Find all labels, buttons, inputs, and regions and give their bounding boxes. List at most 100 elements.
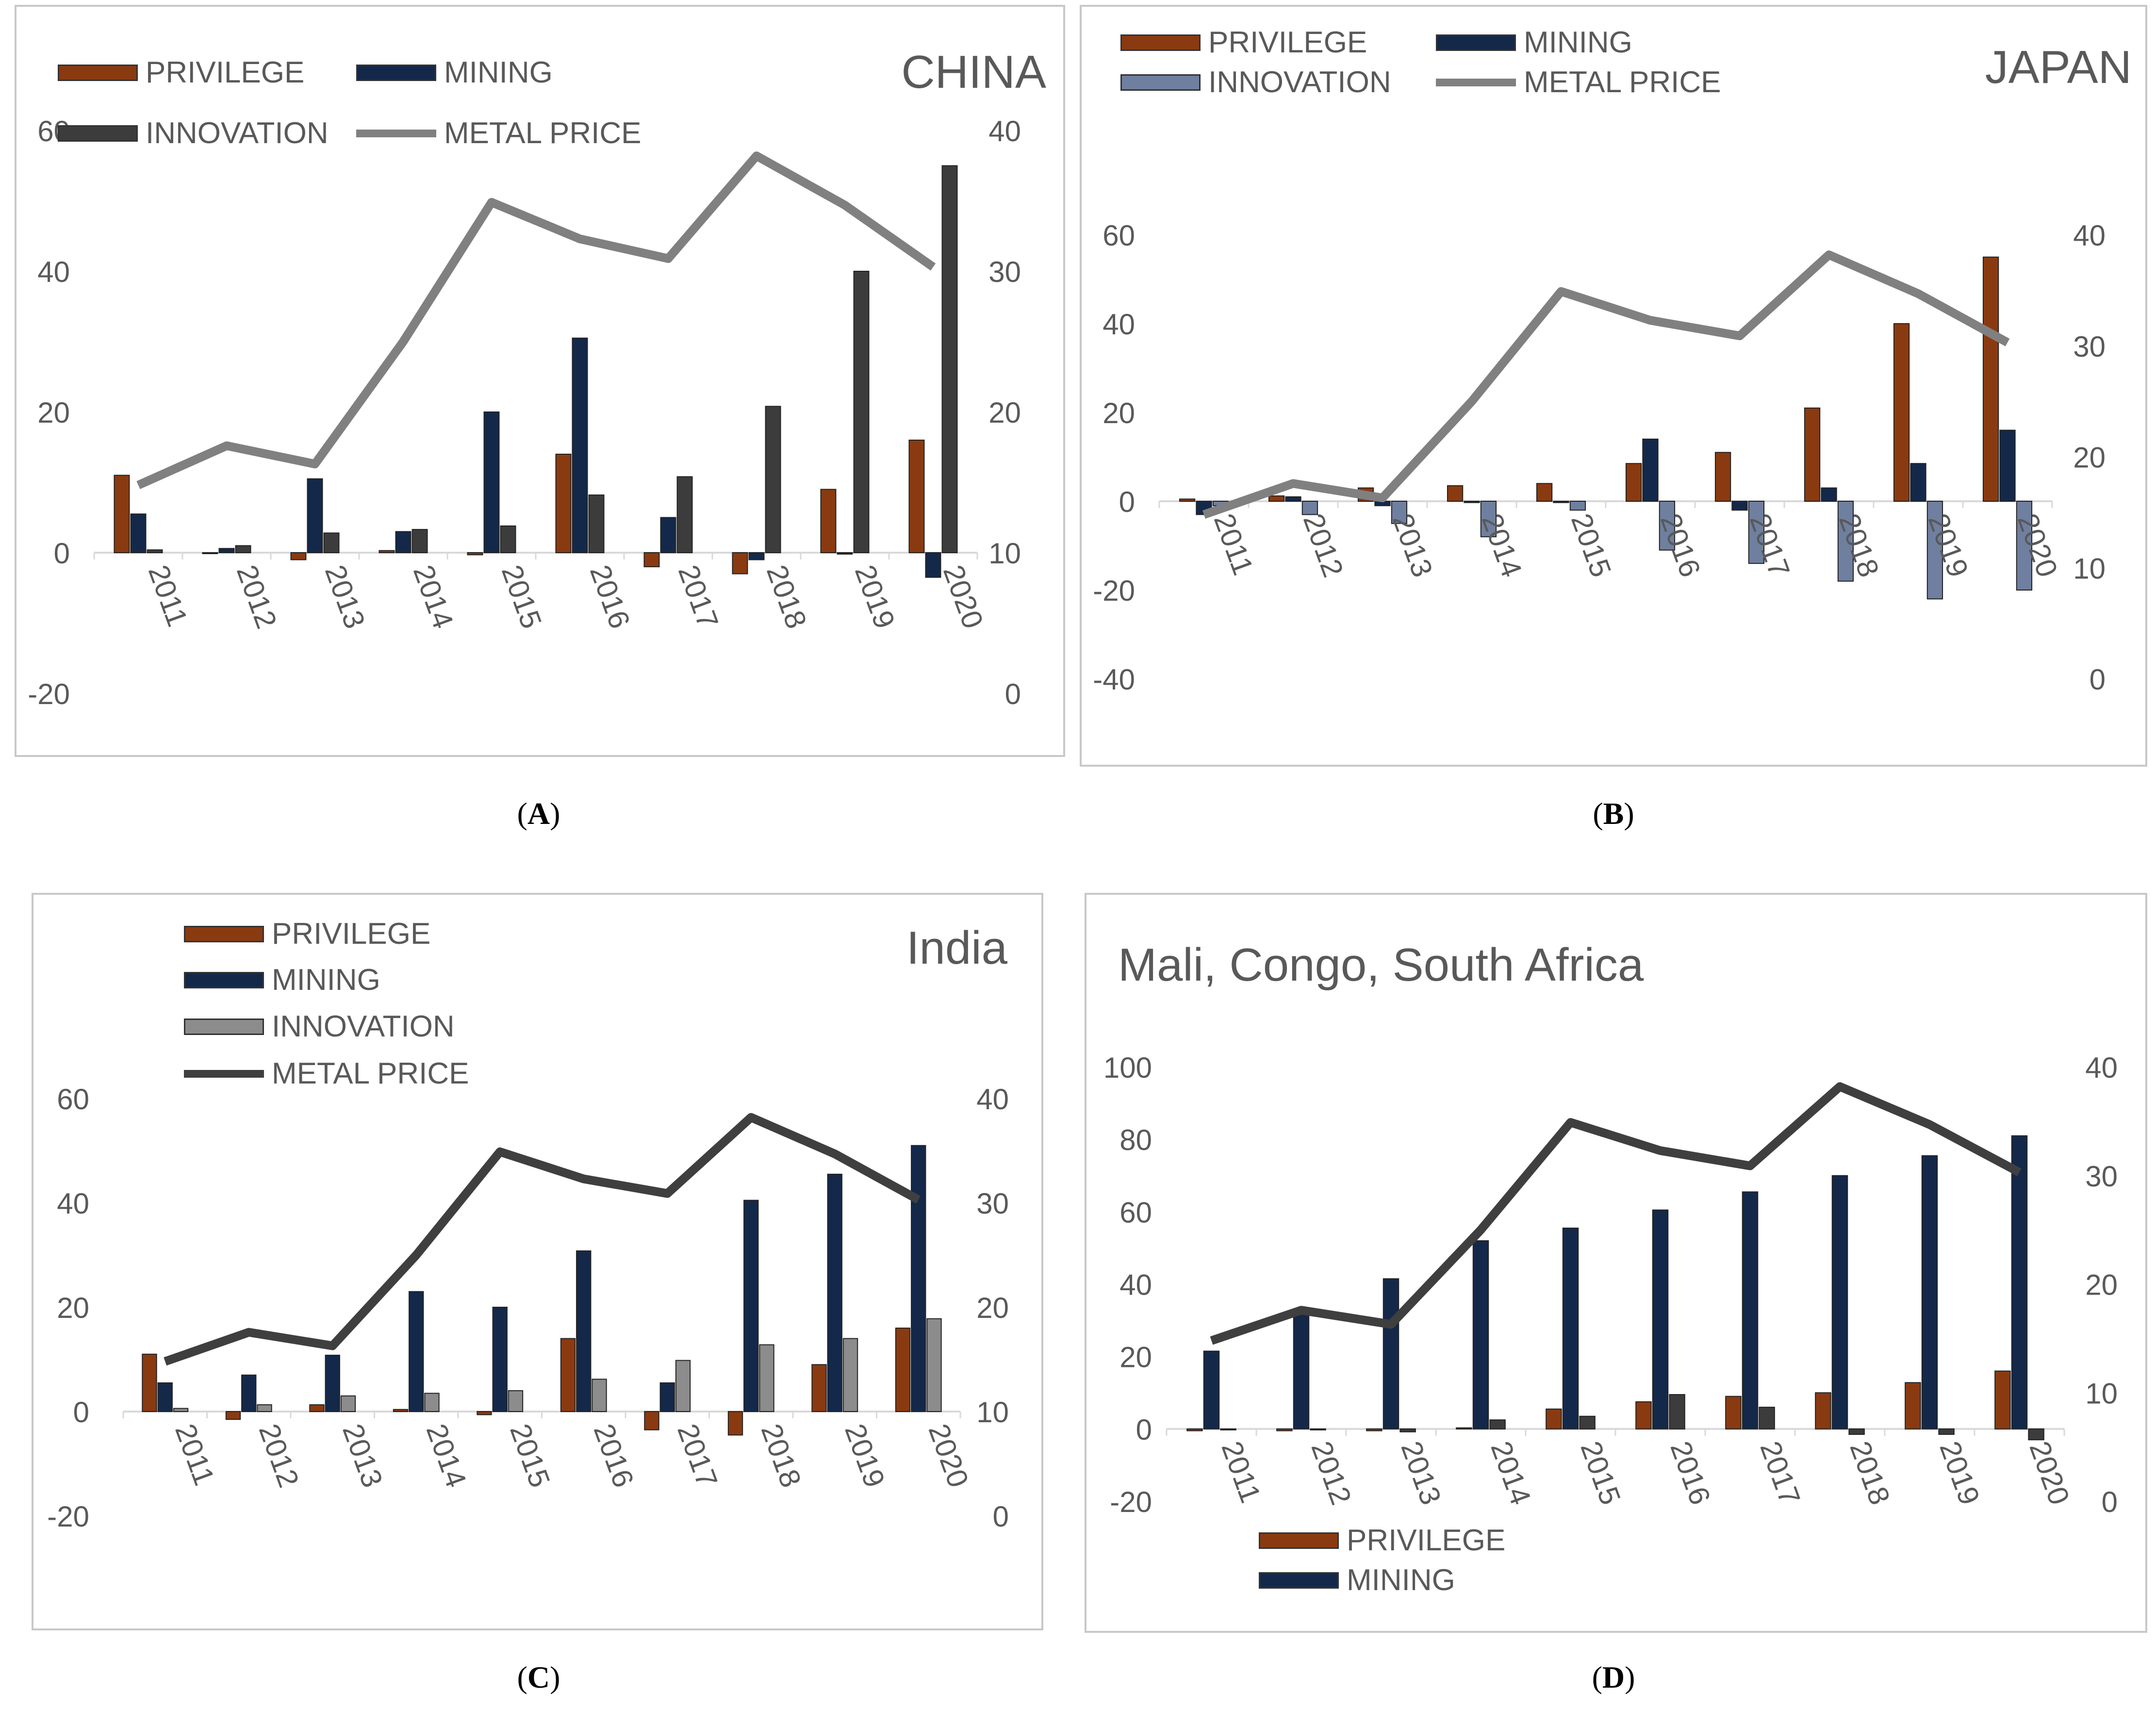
- bar-innovation: [340, 1395, 356, 1412]
- y2-tick-label: 10: [976, 1396, 1009, 1429]
- bar-innovation: [508, 1390, 524, 1412]
- chart-title: India: [906, 922, 1007, 974]
- y-tick-label: 60: [1119, 1196, 1152, 1229]
- bar-mining: [325, 1354, 340, 1413]
- bar-mining: [1910, 463, 1926, 502]
- bar-innovation: [1938, 1428, 1955, 1435]
- metal-price-line: [136, 151, 936, 490]
- panel-japan: -40 -20 0 20 40 60 0 10 20 30 40 2011 2012 2013 2014 20…: [1080, 5, 2147, 767]
- y2-tick-label: 0: [1005, 678, 1021, 710]
- bar-innovation: [941, 165, 958, 553]
- legend-metal-price: METAL PRICE: [184, 1056, 469, 1091]
- bar-innovation: [1399, 1428, 1416, 1432]
- y2-tick-label: 0: [2090, 663, 2106, 696]
- y-tick-label: -20: [1110, 1486, 1152, 1518]
- x-tick-label: 2020: [937, 561, 990, 633]
- bar-mining: [1293, 1313, 1310, 1430]
- x-tick-label: 2013: [1386, 509, 1439, 581]
- bar-innovation: [424, 1393, 440, 1412]
- x-tick-label: 2015: [1574, 1437, 1627, 1509]
- x-tick-label: 2015: [504, 1420, 557, 1492]
- bar-privilege: [560, 1338, 576, 1412]
- x-tick-label: 2017: [671, 1420, 724, 1492]
- caption-d: (D): [1592, 1660, 1635, 1694]
- bar-privilege: [290, 552, 307, 560]
- y2-tick-label: 30: [2085, 1160, 2118, 1193]
- bar-innovation: [500, 525, 516, 554]
- y-tick-label: 0: [73, 1396, 89, 1429]
- bar-innovation: [765, 406, 781, 554]
- y-tick-label: 0: [1136, 1413, 1152, 1446]
- bar-privilege: [1186, 1428, 1203, 1431]
- bar-mining: [837, 552, 853, 555]
- bar-innovation: [1569, 501, 1586, 511]
- bar-mining: [492, 1307, 508, 1412]
- bar-innovation: [675, 1360, 691, 1413]
- legend-privilege: PRIVILEGE: [1259, 1523, 1505, 1558]
- y2-tick-label: 0: [2102, 1486, 2118, 1518]
- x-tick-label: 2018: [1843, 1437, 1896, 1509]
- bar-mining: [748, 552, 765, 560]
- x-tick-label: 2018: [760, 561, 813, 633]
- x-tick-label: 2011: [169, 1420, 221, 1490]
- legend-metal-price: METAL PRICE: [356, 116, 642, 150]
- bar-mining: [1203, 1350, 1220, 1430]
- bar-mining: [157, 1382, 173, 1412]
- bar-mining: [1731, 501, 1748, 511]
- bar-privilege: [1994, 1370, 2011, 1430]
- metal-price-line-icon: [184, 1069, 264, 1078]
- bar-innovation: [1848, 1428, 1865, 1435]
- caption-b: (B): [1593, 796, 1634, 831]
- bar-privilege: [1268, 495, 1285, 502]
- bar-mining: [1382, 1278, 1399, 1430]
- bar-privilege: [1456, 1427, 1472, 1430]
- bar-privilege: [1635, 1401, 1652, 1430]
- x-tick-label: 2019: [839, 1420, 891, 1492]
- bar-mining: [911, 1145, 926, 1412]
- y-tick-label: 20: [57, 1292, 89, 1324]
- bar-innovation: [1489, 1419, 1506, 1430]
- y-tick-label: 0: [1119, 486, 1135, 518]
- bar-mining: [1831, 1175, 1848, 1430]
- x-tick-label: 2019: [849, 561, 902, 633]
- caption-a: (A): [517, 796, 560, 831]
- bar-mining: [2011, 1135, 2028, 1430]
- bar-privilege: [1625, 463, 1642, 502]
- y-tick-label: 20: [1119, 1341, 1152, 1374]
- bar-privilege: [1179, 498, 1196, 502]
- legend-privilege: PRIVILEGE: [58, 55, 304, 90]
- bar-privilege: [555, 454, 572, 553]
- privilege-swatch-icon: [1259, 1532, 1339, 1549]
- bar-mining: [1553, 501, 1569, 503]
- bar-mining: [572, 337, 588, 553]
- bar-privilege: [393, 1409, 409, 1412]
- legend-innovation: INNOVATION: [184, 1009, 455, 1044]
- metal-price-line: [1202, 250, 2010, 519]
- bar-privilege: [1982, 256, 1999, 502]
- legend-metal-price: METAL PRICE: [1436, 65, 1721, 99]
- x-tick-label: 2017: [672, 561, 725, 633]
- legend-mining: MINING: [184, 963, 380, 997]
- bar-innovation: [1926, 501, 1943, 600]
- bar-mining: [1464, 501, 1480, 503]
- y2-tick-label: 20: [2085, 1269, 2118, 1301]
- legend-mining: MINING: [1259, 1563, 1455, 1597]
- bar-innovation: [1301, 501, 1318, 515]
- x-tick-label: 2013: [336, 1420, 389, 1492]
- y-tick-label: -40: [1093, 663, 1135, 696]
- y-tick-label: 100: [1103, 1052, 1152, 1084]
- bar-privilege: [202, 552, 218, 554]
- bar-mining: [659, 1382, 675, 1412]
- y-tick-label: 40: [1103, 308, 1135, 341]
- bar-innovation: [411, 529, 428, 554]
- bar-innovation: [235, 545, 251, 553]
- y2-tick-label: 10: [2073, 552, 2106, 585]
- x-tick-label: 2014: [407, 561, 460, 633]
- bar-mining: [925, 552, 941, 578]
- bar-innovation: [173, 1408, 189, 1413]
- bar-privilege: [114, 475, 130, 553]
- x-tick-label: 2020: [2023, 1437, 2076, 1509]
- legend-mining: MINING: [1436, 25, 1632, 60]
- chart-title: Mali, Congo, South Africa: [1118, 939, 1644, 991]
- y2-tick-label: 30: [976, 1187, 1009, 1220]
